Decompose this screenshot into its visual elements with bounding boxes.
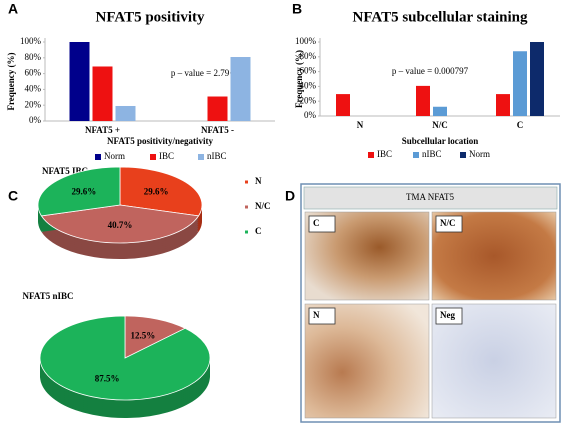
panel-letter: D <box>285 188 295 204</box>
bar <box>69 42 90 121</box>
data-label: 12.5% <box>131 331 156 341</box>
annotation: p – value = 2.79·10⁻⁷ <box>171 68 249 78</box>
y-tick-label: 100% <box>20 36 42 46</box>
y-axis-label: Frequency (%) <box>6 52 16 110</box>
pie-slice <box>40 204 200 244</box>
bar <box>336 94 350 116</box>
bar <box>230 57 251 121</box>
legend-label: Norm <box>104 151 125 161</box>
bar <box>513 51 527 116</box>
image-label: N <box>313 310 320 320</box>
annotation: p – value = 0.000797 <box>392 66 469 76</box>
y-tick-label: 20% <box>25 99 42 109</box>
bar <box>115 105 136 121</box>
chart-title: NFAT5 IBC <box>42 166 88 176</box>
x-tick-label: NFAT5 - <box>201 125 234 135</box>
data-label: 40.7% <box>108 220 133 230</box>
x-tick-label: C <box>517 120 524 130</box>
pie-slice <box>37 166 121 217</box>
bar <box>416 85 430 116</box>
legend-swatch <box>95 154 101 160</box>
panel-letter: B <box>292 1 302 17</box>
pie-slice <box>124 315 187 359</box>
legend-swatch <box>460 152 466 158</box>
legend-swatch <box>245 205 248 209</box>
bar <box>496 94 510 116</box>
x-axis-label: NFAT5 positivity/negativity <box>107 136 213 146</box>
x-tick-label: NFAT5 + <box>85 125 120 135</box>
bar <box>433 106 447 116</box>
y-axis-label: Frequency (%) <box>294 50 304 108</box>
y-tick-label: 80% <box>300 51 317 61</box>
bar <box>207 96 228 121</box>
pie-top <box>37 166 203 244</box>
y-tick-label: 20% <box>300 95 317 105</box>
y-tick-label: 0% <box>29 115 42 125</box>
x-tick-label: N <box>357 120 364 130</box>
x-tick-label: N/C <box>432 120 448 130</box>
legend-swatch <box>245 230 248 234</box>
legend-swatch <box>368 152 374 158</box>
chart-title: NFAT5 positivity <box>95 9 205 25</box>
image-label: C <box>313 218 320 228</box>
image-label-box <box>308 215 336 233</box>
y-tick-label: 40% <box>300 80 317 90</box>
data-label: 87.5% <box>95 373 120 383</box>
legend-label: nIBC <box>422 149 442 159</box>
panel-frame <box>300 183 561 423</box>
y-tick-label: 0% <box>304 110 317 120</box>
legend-swatch <box>198 154 204 160</box>
y-tick-label: 40% <box>25 83 42 93</box>
pie-slice <box>39 315 211 401</box>
chart-title: NFAT5 subcellular staining <box>352 9 528 25</box>
image-label: N/C <box>440 218 456 228</box>
legend-label: Norm <box>469 149 490 159</box>
y-tick-label: 60% <box>25 68 42 78</box>
legend-swatch <box>150 154 156 160</box>
bar <box>530 42 544 116</box>
panel-title: TMA NFAT5 <box>406 192 455 202</box>
legend-label: IBC <box>377 149 392 159</box>
panel-header <box>303 186 558 210</box>
bar <box>92 66 113 121</box>
legend-label: IBC <box>159 151 174 161</box>
y-tick-label: 60% <box>300 66 317 76</box>
image-label: Neg <box>440 310 455 320</box>
panel-letter: C <box>8 188 18 204</box>
x-axis-label: Subcellular location <box>402 136 479 146</box>
image-label-box <box>435 215 463 233</box>
data-label: 29.6% <box>144 187 169 197</box>
data-label: 29.6% <box>71 187 96 197</box>
y-tick-label: 80% <box>25 52 42 62</box>
legend-swatch <box>413 152 419 158</box>
panel-letter: A <box>8 1 18 17</box>
pie-slice <box>119 166 203 217</box>
image-label-box <box>308 307 336 325</box>
legend-label: C <box>255 226 262 236</box>
legend-label: N <box>255 176 262 186</box>
legend-swatch <box>245 180 248 184</box>
legend-label: nIBC <box>207 151 227 161</box>
pie-top <box>39 315 211 401</box>
chart-title: NFAT5 nIBC <box>23 291 74 301</box>
legend-label: N/C <box>255 201 271 211</box>
image-label-box <box>435 307 463 325</box>
y-tick-label: 100% <box>295 36 317 46</box>
